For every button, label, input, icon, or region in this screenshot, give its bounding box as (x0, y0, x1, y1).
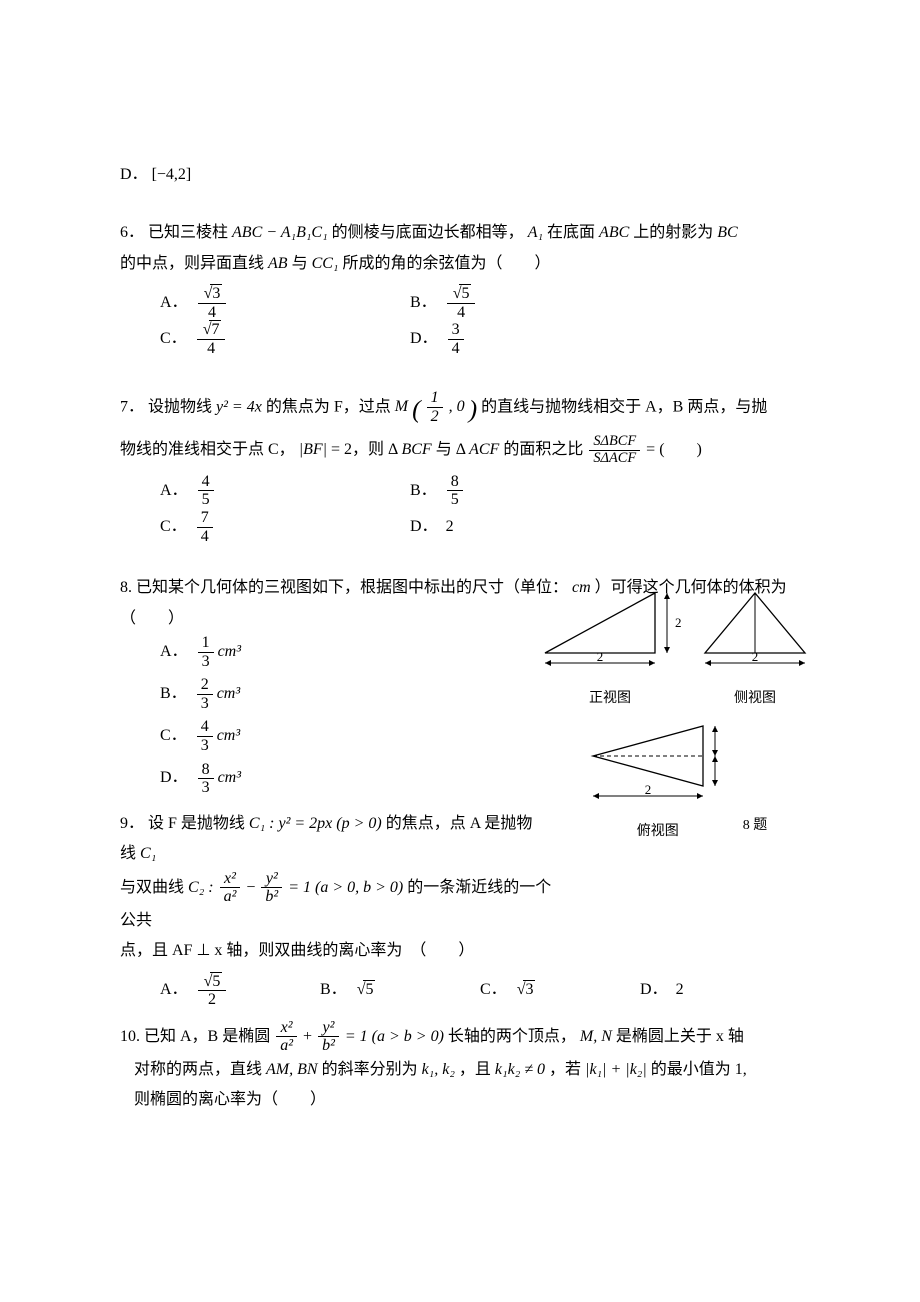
option-d: D． 83 cm³ (160, 761, 310, 797)
question-9-options: A． 52 B． 5 C． 3 D． 2 (160, 973, 810, 1009)
question-9-stem-line3: 点，且 AF ⊥ x 轴，则双曲线的离心率为 （ ） (120, 936, 540, 966)
math-expr: ABC − A₁B₁C₁ (232, 224, 328, 241)
math-expr: ABC (599, 224, 629, 241)
fraction: 7 4 (197, 321, 226, 357)
option-b: B． 23 cm³ (160, 676, 310, 712)
question-10-stem-line2: 对称的两点，直线 AM, BN 的斜率分别为 k₁, k₂ ，且 k₁k₂ ≠ … (134, 1055, 810, 1085)
option-b: B． 5 (320, 973, 410, 1009)
option-c: C． 7 4 (160, 321, 270, 357)
side-view: 2 侧视图 (695, 583, 815, 712)
top-view-label: 俯视图 (583, 819, 733, 846)
question-number: 9． (120, 815, 144, 832)
math-expr: y² = 4x (216, 398, 262, 415)
question-number: 6． (120, 224, 144, 241)
dim-width: 2 (645, 782, 652, 797)
option-a: A． 52 (160, 973, 250, 1009)
question-7-stem-line2: 物线的准线相交于点 C， |BF| = 2，则 Δ BCF 与 Δ ACF 的面… (120, 434, 810, 467)
option-c: C． 74 (160, 509, 270, 545)
option-b: B． 85 (410, 473, 520, 509)
option-b: B． 5 4 (410, 285, 520, 321)
question-8-options: A． 13 cm³ B． 23 cm³ C． 43 cm³ D． 83 cm³ (160, 634, 540, 803)
math-expr: AB (268, 255, 288, 272)
fraction: 3 4 (448, 321, 464, 357)
question-9-stem-line2: 与双曲线 C₂ : x²a² − y²b² = 1 (a > 0, b > 0)… (120, 870, 560, 937)
front-view-svg: 2 2 (535, 583, 685, 673)
math-expr: C₁ : y² = 2px (p > 0) (249, 815, 382, 832)
question-8-9-block: 8. 已知某个几何体的三视图如下，根据图中标出的尺寸（单位： cm ）可得这个几… (120, 573, 810, 1008)
question-6: 6． 已知三棱柱 ABC − A₁B₁C₁ 的侧棱与底面边长都相等， A₁ 在底… (120, 218, 810, 357)
fraction: 3 4 (198, 285, 227, 321)
side-view-svg: 2 (695, 583, 815, 673)
math-expr: |BF| (299, 441, 327, 458)
question-6-options: A． 3 4 B． 5 4 C． 7 4 D． 3 4 (160, 285, 810, 357)
ratio-fraction: SΔBCF SΔACF (589, 434, 640, 467)
option-a: A． 45 (160, 473, 270, 509)
three-view-figure: 2 2 正视图 2 侧视图 (520, 583, 830, 849)
dim-height: 2 (675, 615, 682, 630)
front-view: 2 2 正视图 (535, 583, 685, 712)
question-6-stem-line2: 的中点，则异面直线 AB 与 CC₁ 所成的角的余弦值为（ ） (120, 249, 810, 279)
side-view-label: 侧视图 (695, 686, 815, 713)
option-d: D． 3 4 (410, 321, 520, 357)
option-label: D． (120, 166, 148, 183)
question-5-option-d: D． [−4,2] (120, 160, 810, 190)
dim-width: 2 (752, 649, 759, 664)
question-9-stem: 9． 设 F 是抛物线 C₁ : y² = 2px (p > 0) 的焦点，点 … (120, 809, 540, 870)
fraction: 5 4 (447, 285, 476, 321)
top-view-svg: 2 (583, 716, 733, 806)
figure-caption: 8 题 (743, 813, 768, 846)
math-expr: A₁ (528, 224, 543, 241)
option-a: A． 13 cm³ (160, 634, 310, 670)
front-view-label: 正视图 (535, 686, 685, 713)
question-10-stem-line3: 则椭圆的离心率为（ ） (134, 1085, 810, 1115)
top-view: 2 俯视图 (583, 716, 733, 845)
question-7-stem: 7． 设抛物线 y² = 4x 的焦点为 F，过点 M ( 12 , 0 ) 的… (120, 386, 810, 435)
question-10: 10. 已知 A，B 是椭圆 x²a² + y²b² = 1 (a > b > … (120, 1019, 810, 1116)
question-6-stem: 6． 已知三棱柱 ABC − A₁B₁C₁ 的侧棱与底面边长都相等， A₁ 在底… (120, 218, 810, 248)
question-7-options: A． 45 B． 85 C． 74 D． 2 (160, 473, 810, 545)
dim-width: 2 (597, 649, 604, 664)
question-number: 7． (120, 398, 144, 415)
math-point-m: M ( 12 , 0 ) (395, 398, 481, 415)
math-expr: CC₁ (312, 255, 339, 272)
option-value: [−4,2] (152, 166, 192, 183)
question-10-stem: 10. 已知 A，B 是椭圆 x²a² + y²b² = 1 (a > b > … (120, 1019, 810, 1055)
question-number: 10. (120, 1027, 140, 1044)
option-c: C． 43 cm³ (160, 718, 310, 754)
question-number: 8. (120, 579, 132, 596)
math-expr: BC (717, 224, 737, 241)
option-c: C． 3 (480, 973, 570, 1009)
option-d: D． 2 (410, 509, 520, 545)
question-7: 7． 设抛物线 y² = 4x 的焦点为 F，过点 M ( 12 , 0 ) 的… (120, 386, 810, 546)
option-a: A． 3 4 (160, 285, 270, 321)
option-d: D． 2 (640, 973, 730, 1009)
